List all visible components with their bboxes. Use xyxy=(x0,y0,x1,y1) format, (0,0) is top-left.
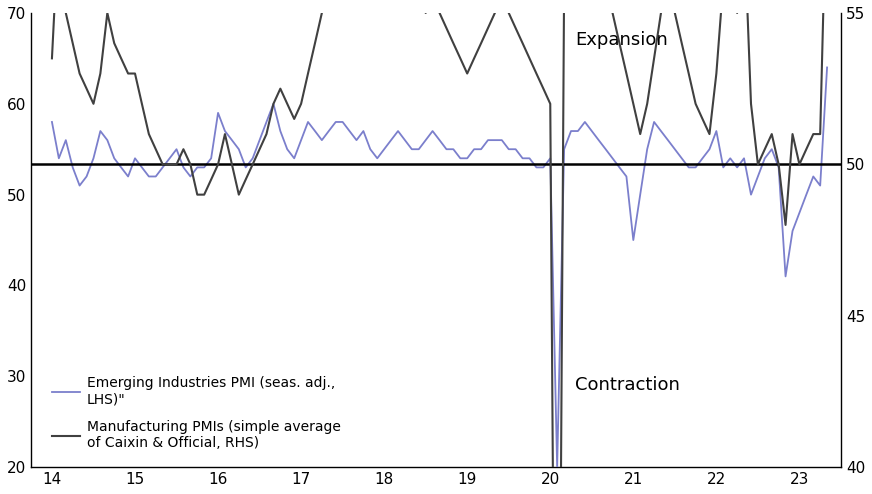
Legend: Emerging Industries PMI (seas. adj.,
LHS)", Manufacturing PMIs (simple average
o: Emerging Industries PMI (seas. adj., LHS… xyxy=(46,370,346,455)
Text: Contraction: Contraction xyxy=(576,376,680,394)
Text: Expansion: Expansion xyxy=(576,31,668,49)
